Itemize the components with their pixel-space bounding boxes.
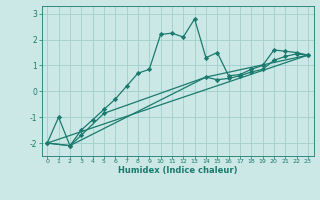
X-axis label: Humidex (Indice chaleur): Humidex (Indice chaleur) xyxy=(118,166,237,175)
